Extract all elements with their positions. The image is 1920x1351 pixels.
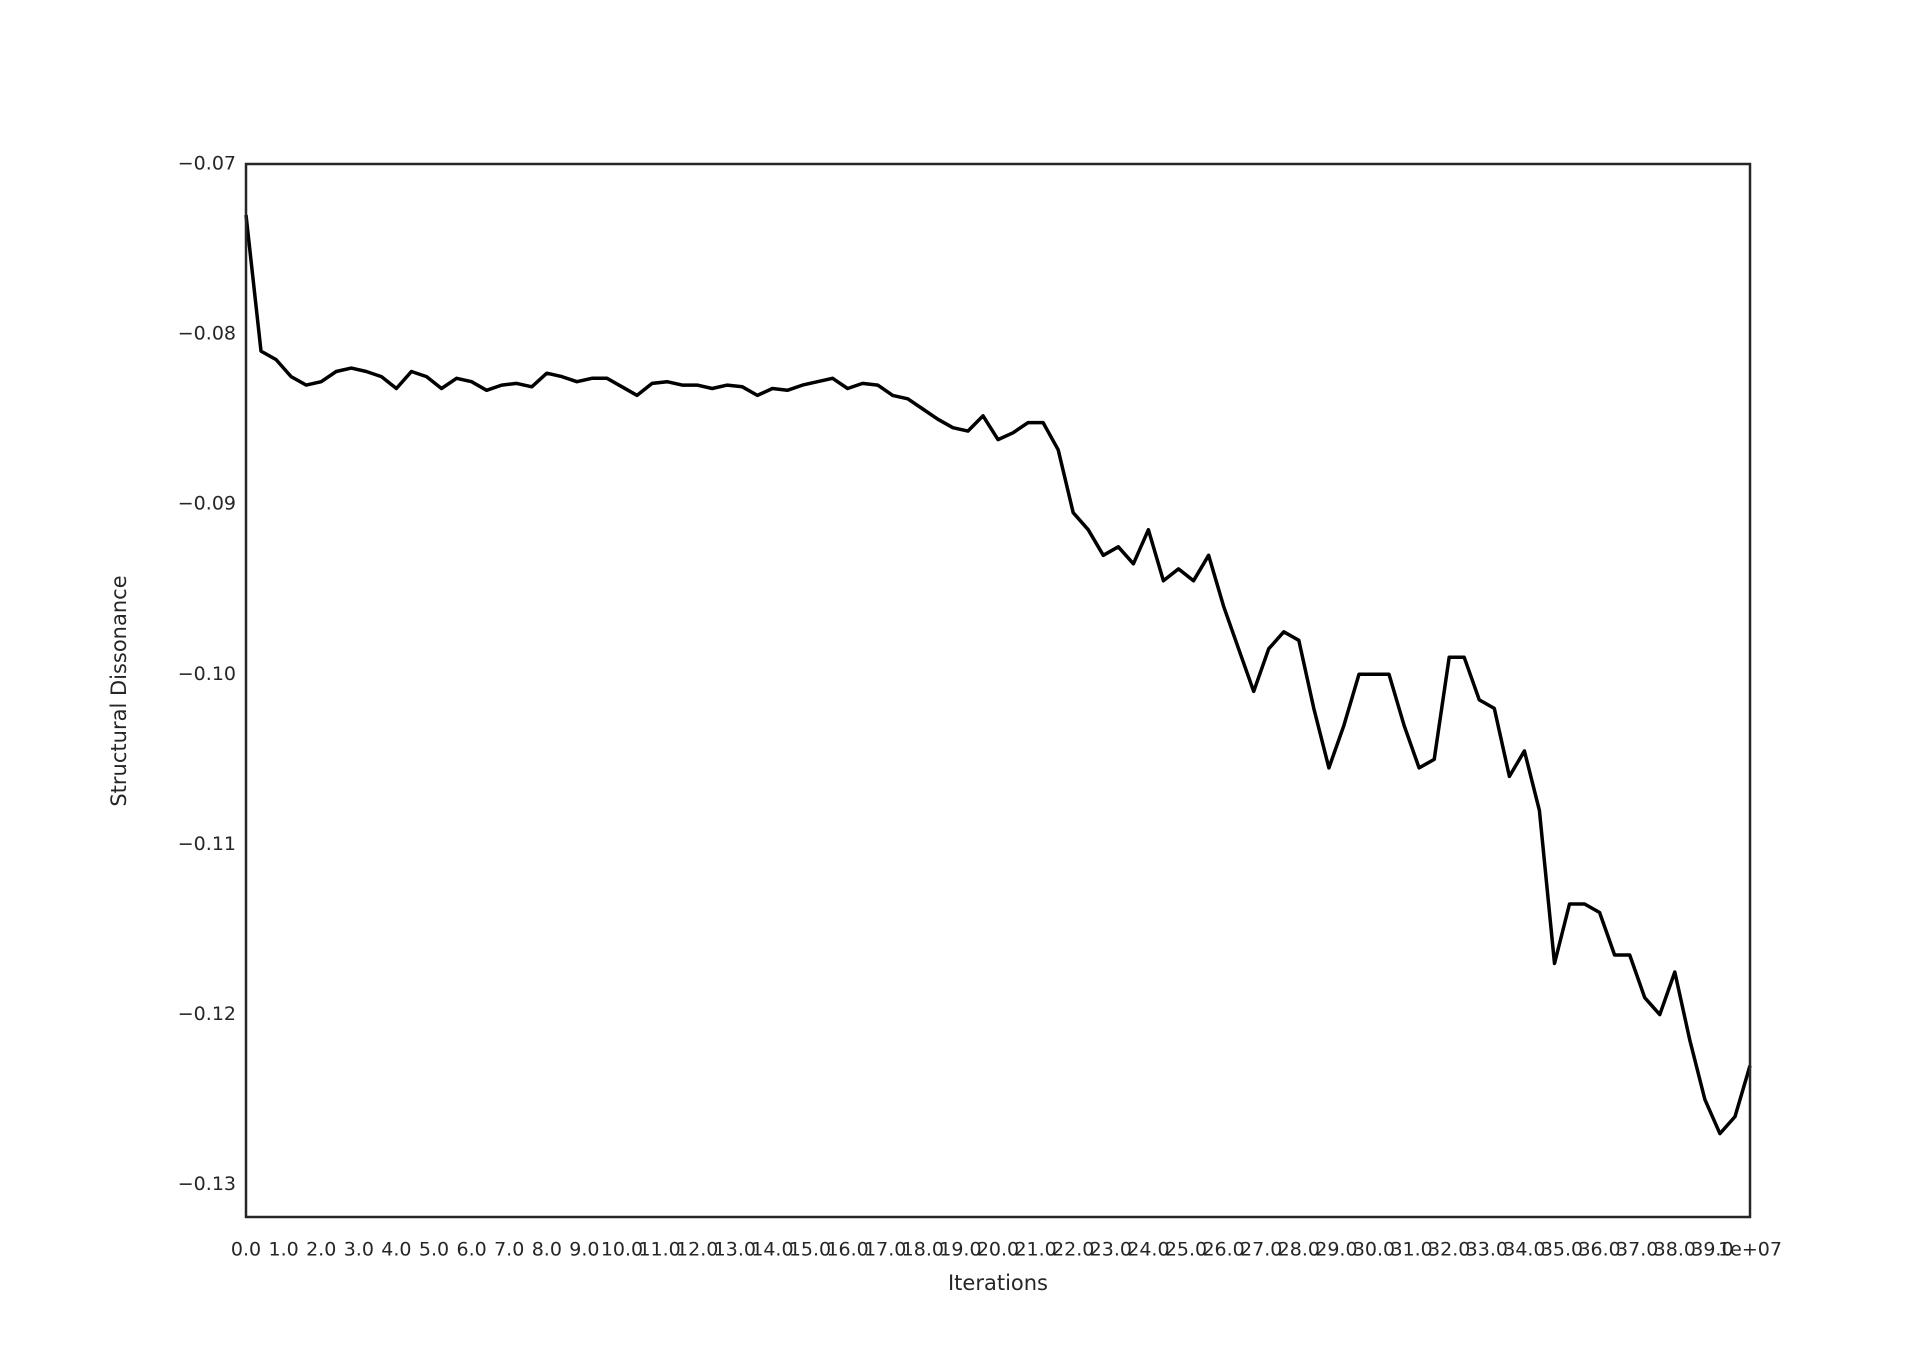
x-tick-label: 39.0 (1691, 1239, 1733, 1261)
x-tick-label: 37.0 (1616, 1239, 1658, 1261)
x-tick-label: 28.0 (1278, 1239, 1320, 1261)
x-tick-label: 12.0 (676, 1239, 718, 1261)
x-tick-label: 9.0 (569, 1239, 599, 1261)
x-tick-label: 10.0 (601, 1239, 643, 1261)
x-tick-label: 25.0 (1165, 1239, 1207, 1261)
y-tick-label: −0.10 (178, 663, 236, 685)
x-tick-label: 30.0 (1353, 1239, 1395, 1261)
x-tick-label: 21.0 (1014, 1239, 1056, 1261)
x-tick-label: 27.0 (1240, 1239, 1282, 1261)
x-tick-label: 5.0 (419, 1239, 449, 1261)
x-tick-label: 16.0 (826, 1239, 868, 1261)
x-tick-label: 31.0 (1390, 1239, 1432, 1261)
data-line (244, 214, 1752, 1136)
y-tick-label: −0.08 (178, 323, 236, 345)
x-tick-label: 33.0 (1466, 1239, 1508, 1261)
y-tick-label: −0.07 (178, 153, 236, 175)
x-tick-label: 29.0 (1315, 1239, 1357, 1261)
x-axis-title: Iterations (948, 1271, 1048, 1295)
x-tick-label: 35.0 (1541, 1239, 1583, 1261)
x-tick-label: 11.0 (638, 1239, 680, 1261)
x-tick-label: 22.0 (1052, 1239, 1094, 1261)
x-tick-label: 2.0 (306, 1239, 336, 1261)
x-tick-label: 24.0 (1127, 1239, 1169, 1261)
x-tick-label: 19.0 (939, 1239, 981, 1261)
x-tick-label: 0.0 (231, 1239, 261, 1261)
x-tick-label: 18.0 (902, 1239, 944, 1261)
x-tick-label: 34.0 (1503, 1239, 1545, 1261)
x-tick-label: 8.0 (532, 1239, 562, 1261)
y-axis-title: Structural Dissonance (107, 575, 131, 806)
x-tick-label: 38.0 (1654, 1239, 1696, 1261)
y-tick-label: −0.11 (178, 833, 236, 855)
x-tick-label: 1.0 (268, 1239, 298, 1261)
y-tick-label: −0.12 (178, 1003, 236, 1025)
x-tick-label: 26.0 (1202, 1239, 1244, 1261)
x-tick-label: 20.0 (977, 1239, 1019, 1261)
x-tick-label: 17.0 (864, 1239, 906, 1261)
x-tick-label: 1e+07 (1718, 1239, 1782, 1261)
x-tick-label: 14.0 (751, 1239, 793, 1261)
x-tick-label: 15.0 (789, 1239, 831, 1261)
x-tick-label: 3.0 (344, 1239, 374, 1261)
y-tick-label: −0.13 (178, 1173, 236, 1195)
x-tick-label: 32.0 (1428, 1239, 1470, 1261)
x-tick-label: 23.0 (1090, 1239, 1132, 1261)
x-tick-label: 4.0 (381, 1239, 411, 1261)
y-tick-label: −0.09 (178, 493, 236, 515)
x-tick-label: 7.0 (494, 1239, 524, 1261)
plot-frame (244, 162, 1752, 1219)
x-tick-label: 6.0 (456, 1239, 486, 1261)
x-tick-label: 13.0 (714, 1239, 756, 1261)
x-tick-label: 36.0 (1578, 1239, 1620, 1261)
